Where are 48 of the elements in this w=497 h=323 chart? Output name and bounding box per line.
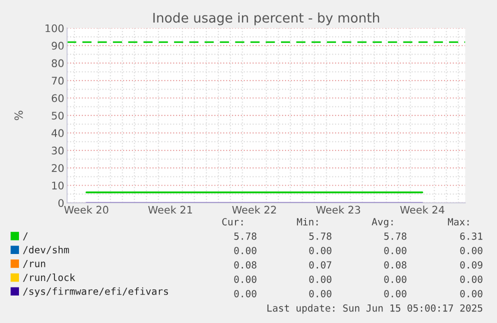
- y-tick-label: 20: [52, 164, 64, 172]
- text: Cur:: [222, 218, 243, 226]
- text: 0.00: [460, 290, 482, 298]
- text: 0.00: [384, 246, 406, 254]
- x-tick-label: Week 22: [232, 206, 276, 214]
- text: 6.31: [460, 232, 482, 240]
- y-tick-label: 90: [52, 42, 64, 50]
- text: 0.00: [309, 290, 332, 298]
- text: 0.09: [460, 261, 482, 269]
- text: Avg:: [372, 218, 393, 228]
- text: 0.08: [234, 261, 256, 269]
- y-tick-label: 70: [52, 76, 64, 85]
- y-tick-label: 0: [58, 199, 64, 207]
- text: 0.07: [309, 261, 332, 269]
- y-tick-label: 10: [52, 182, 64, 190]
- chart-title: Inode usage in percent - by month: [153, 12, 380, 26]
- text: 0.00: [460, 246, 482, 254]
- text: 0.00: [460, 276, 482, 283]
- legend-label: /run/lock: [23, 274, 76, 282]
- text: 0.00: [234, 276, 256, 283]
- legend-label: /sys/firmware/efi/efivars: [23, 287, 168, 297]
- y-tick-label: 50: [52, 112, 64, 120]
- legend-label: /dev/shm: [23, 246, 69, 254]
- x-tick-label: Week 24: [400, 206, 444, 214]
- x-tick-label: Week 23: [316, 206, 360, 214]
- x-tick-label: Week 20: [64, 206, 108, 214]
- legend-label: /: [23, 232, 28, 240]
- text: 0.00: [309, 246, 332, 254]
- y-tick-label: 80: [52, 59, 64, 68]
- text: 0.00: [234, 290, 256, 298]
- text: 5.78: [384, 232, 406, 240]
- legend-label: /run: [23, 260, 46, 268]
- text: 5.78: [234, 232, 256, 240]
- text: 0.00: [384, 290, 406, 298]
- y-axis-title: %: [14, 110, 23, 120]
- y-tick-label: 100: [46, 24, 64, 32]
- x-tick-label: Week 21: [148, 206, 192, 214]
- text: Max:: [448, 218, 469, 226]
- text: 0.00: [234, 246, 256, 254]
- y-tick-label: 60: [52, 94, 64, 102]
- text: Min:: [296, 218, 318, 226]
- text: 0.08: [384, 261, 406, 269]
- y-tick-label: 30: [52, 146, 64, 155]
- text: 5.78: [309, 232, 332, 240]
- y-tick-label: 40: [52, 129, 64, 138]
- text: Last update: Sun Jun 15 05:00:17 2025: [267, 304, 482, 314]
- text: 0.00: [309, 276, 332, 283]
- text: 0.00: [384, 276, 406, 283]
